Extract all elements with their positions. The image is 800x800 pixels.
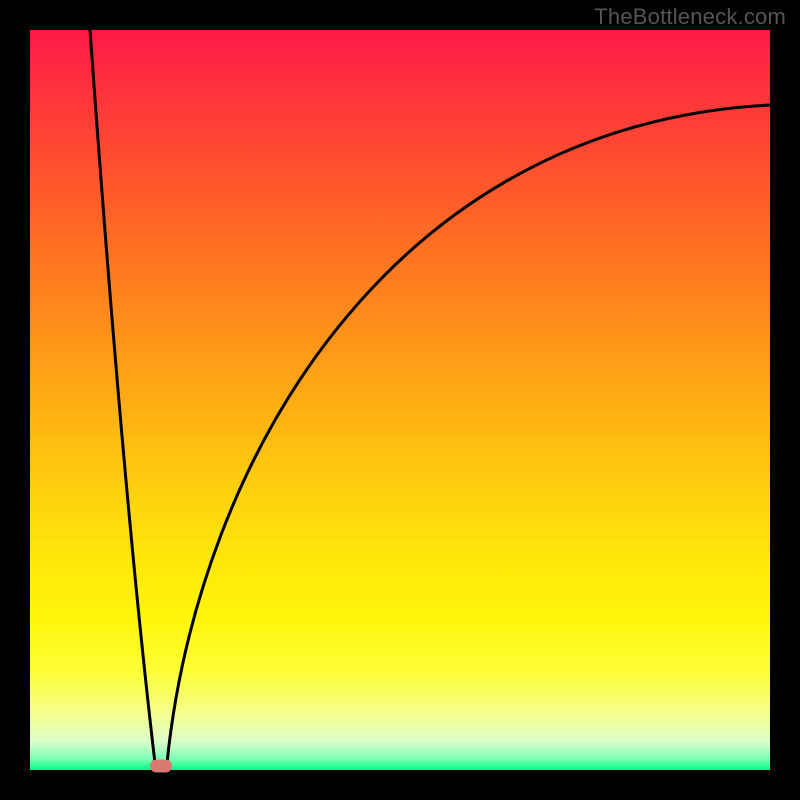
curve-left-branch — [90, 30, 155, 763]
curve-right-branch — [167, 105, 770, 763]
plot-area — [30, 30, 770, 770]
chart-container: TheBottleneck.com — [0, 0, 800, 800]
watermark-label: TheBottleneck.com — [594, 4, 786, 30]
bottleneck-curve — [30, 30, 770, 770]
optimal-point-marker — [150, 759, 172, 772]
